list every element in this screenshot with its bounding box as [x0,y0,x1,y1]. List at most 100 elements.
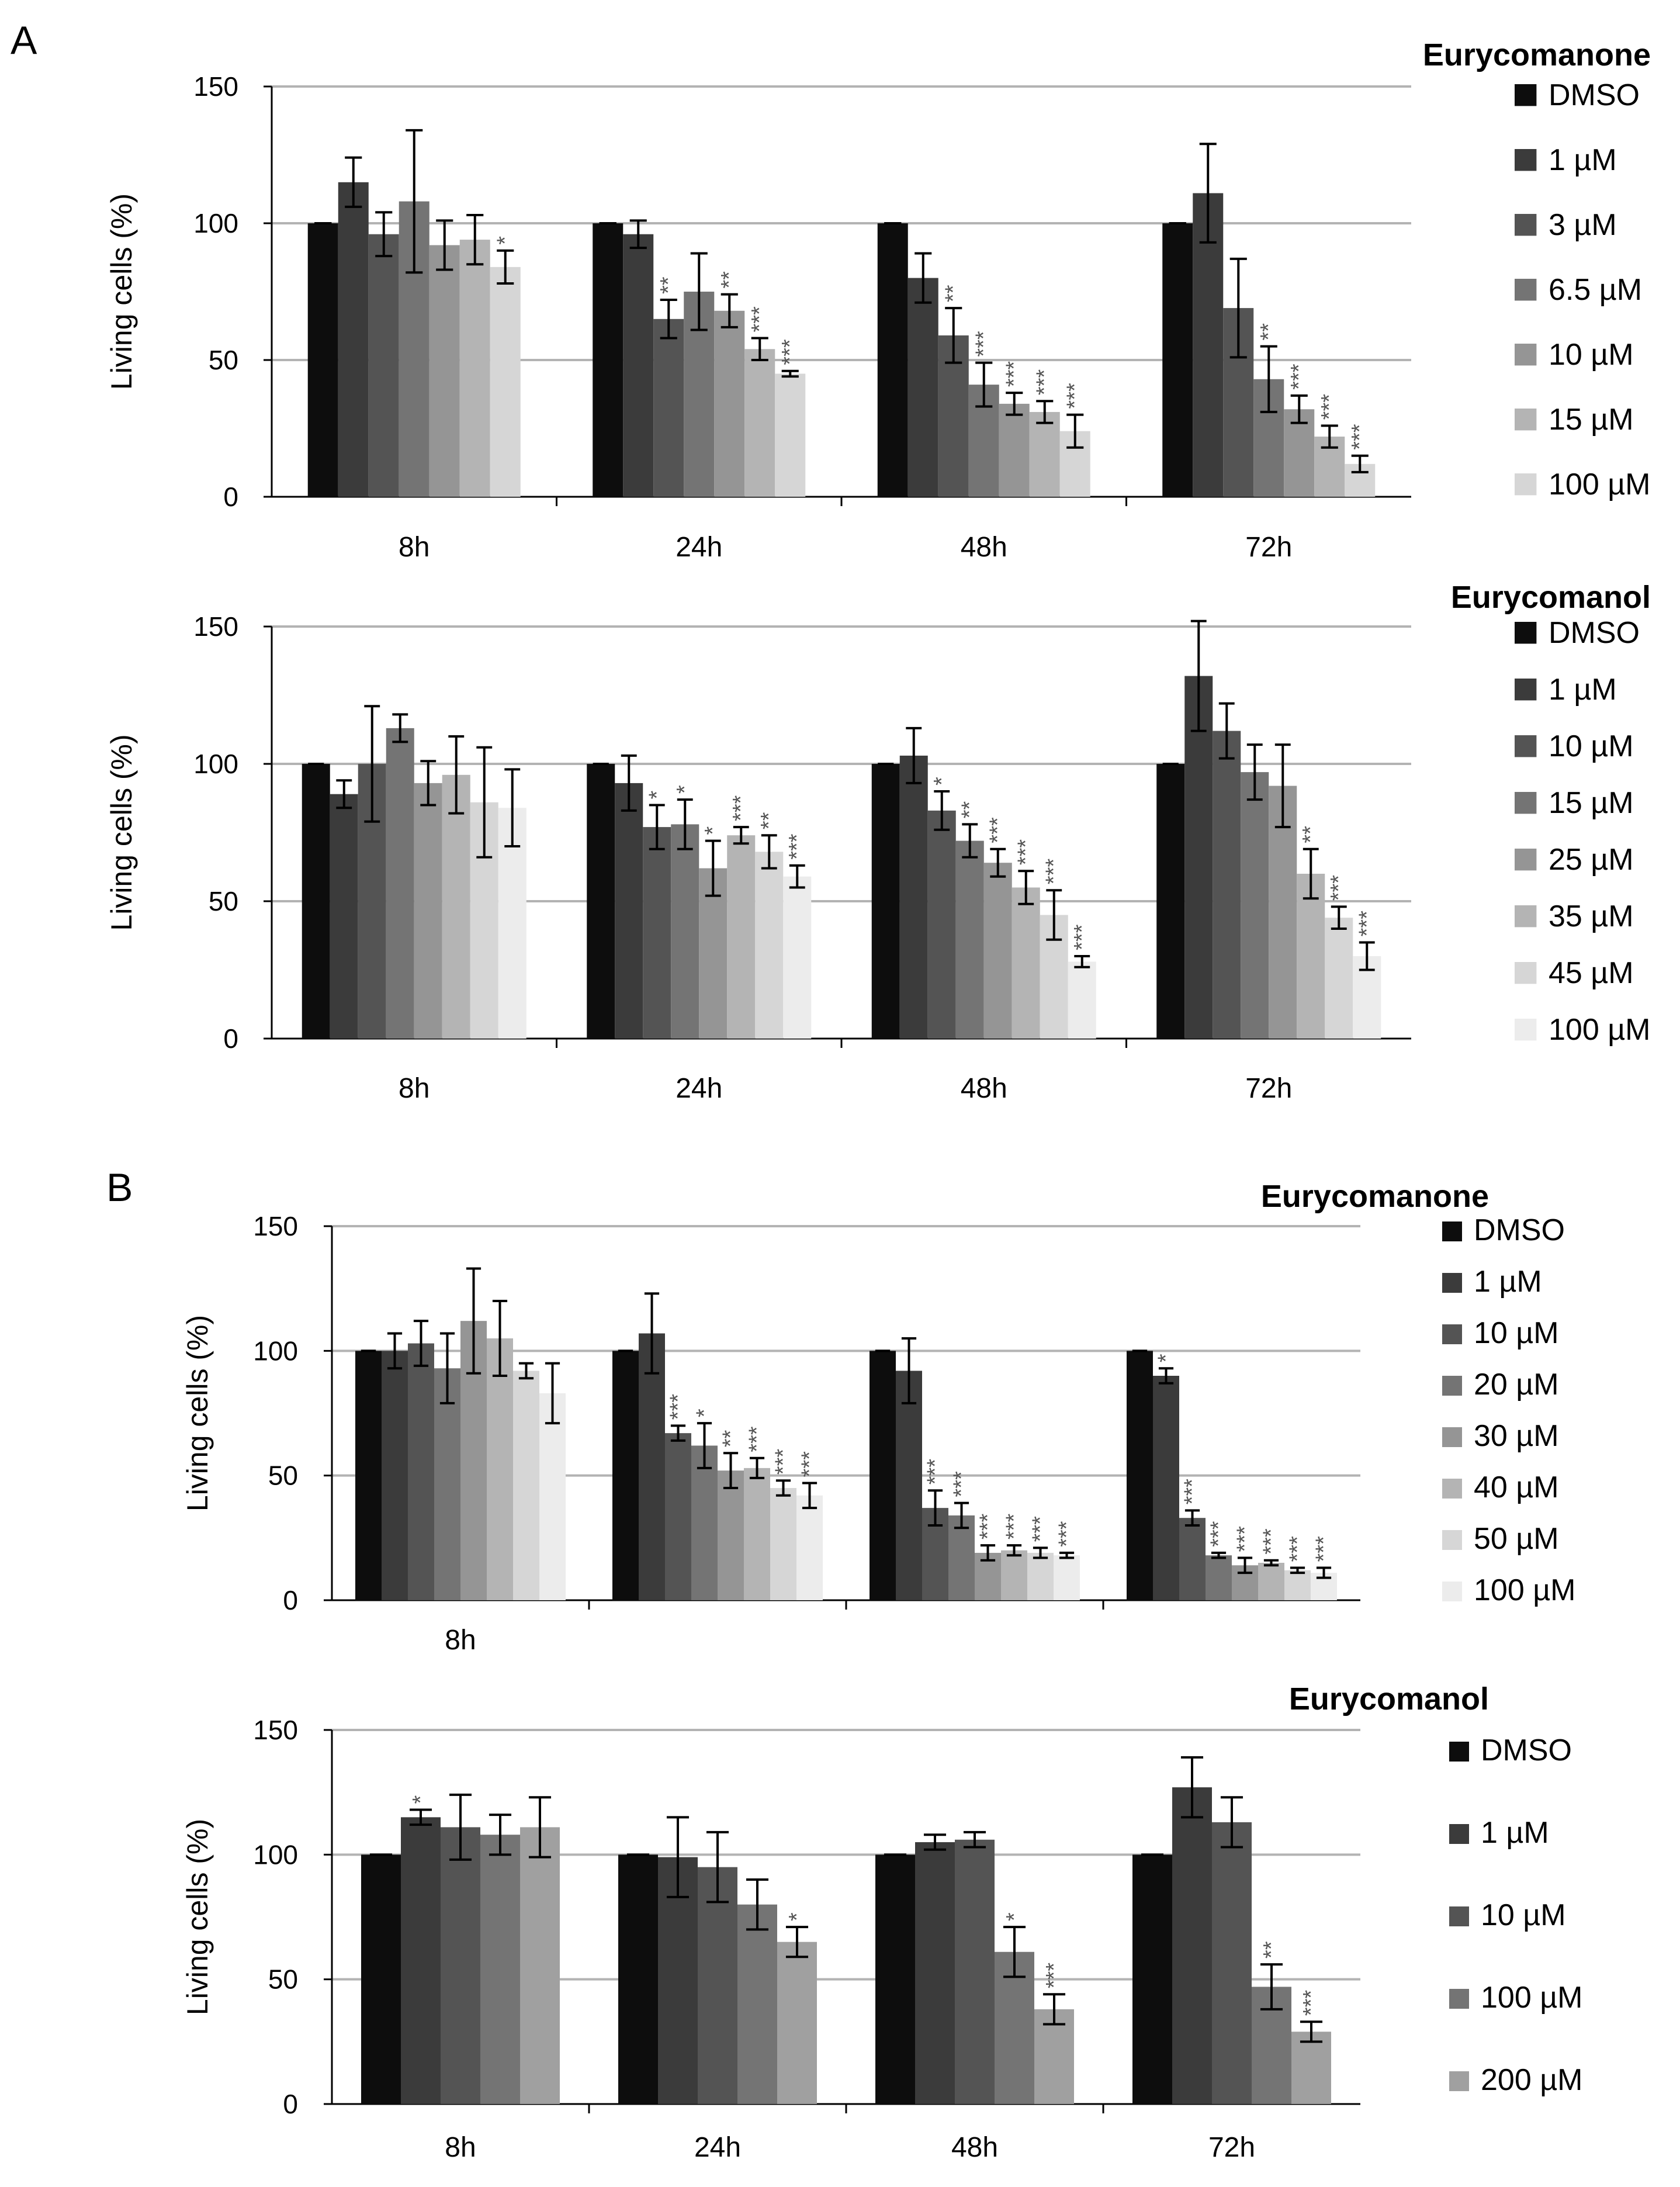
significance-marker: *** [1070,924,1094,950]
significance-marker: *** [1033,369,1057,396]
bar [1213,731,1241,1039]
legend-label: DMSO [1474,1213,1565,1247]
legend-swatch [1515,679,1537,701]
bar [587,764,615,1039]
chart-title: Eurycomanol [1289,1681,1489,1717]
legend-swatch [1515,409,1537,431]
significance-marker: *** [745,1426,770,1452]
legend-label: 35 µM [1549,899,1634,933]
significance-marker: *** [1299,1990,1324,2016]
bar [1184,676,1213,1039]
bar [927,810,956,1039]
legend-swatch [1442,1479,1462,1499]
bar [401,1817,441,2104]
significance-marker: *** [1286,1536,1310,1562]
bar [490,267,521,497]
y-axis-label: Living cells (%) [105,193,138,390]
bar [999,403,1030,497]
bar [755,852,784,1039]
bar [1001,1550,1027,1600]
significance-marker: *** [923,1459,948,1485]
bar [386,728,414,1039]
category-label: 24h [676,1073,722,1104]
legend-label: 15 µM [1549,786,1634,820]
significance-marker: *** [986,817,1010,843]
legend-swatch [1515,1019,1537,1041]
bar [783,876,812,1039]
bar [442,774,470,1039]
legend-swatch [1515,735,1537,757]
bar [718,1470,744,1600]
category-label: 8h [399,532,429,563]
bar [744,349,775,497]
bar [1258,1563,1284,1600]
bar [361,1854,401,2104]
bar [744,1468,770,1600]
bar [1027,1552,1054,1600]
significance-marker: *** [747,306,772,333]
bar [1212,1822,1252,2104]
bar [983,863,1012,1039]
legend-label: 1 µM [1481,1816,1549,1850]
bar [520,1827,560,2104]
panel-label-b: B [106,1165,133,1210]
bar [899,755,928,1039]
category-label: 8h [399,1073,429,1104]
bar [429,245,460,497]
legend-label: 10 µM [1549,729,1634,763]
significance-marker: * [930,777,954,785]
legend-label: 100 µM [1549,1013,1650,1047]
legend-label: 10 µM [1474,1316,1559,1350]
significance-marker: *** [1063,383,1087,409]
bar [770,1488,796,1600]
bar [338,182,369,497]
significance-marker: *** [798,1451,822,1477]
significance-marker: *** [1317,394,1342,420]
bar [368,234,399,497]
bar [639,1333,665,1600]
bar [775,373,806,497]
significance-marker: * [785,1912,809,1921]
legend-label: 1 µM [1549,143,1617,177]
chart-b-eurycomanol: 0 50 100 150 Living cells (%) Eurycomanol 8h * 2… [181,1681,1582,2163]
legend-label: 10 µM [1549,338,1634,372]
chart-title: Eurycomanol [1451,580,1651,615]
significance-marker: *** [1042,1963,1066,1989]
legend-label: 30 µM [1474,1419,1559,1453]
significance-marker: * [493,236,518,245]
y-tick-label: 50 [209,345,238,375]
legend-swatch [1442,1273,1462,1293]
y-tick-label: 100 [193,208,238,238]
y-tick-label: 150 [193,71,238,102]
bar [1179,1518,1206,1600]
bar [623,234,654,497]
legend-swatch [1442,1324,1462,1344]
bar [1054,1555,1080,1600]
bar [1172,1787,1212,2104]
legend-label: 6.5 µM [1549,273,1642,307]
legend-swatch [1449,1742,1469,1762]
bar [915,1842,955,2104]
bar [459,240,490,497]
bar [1241,772,1269,1039]
bar [907,278,938,497]
bar [307,223,338,497]
significance-marker: *** [1312,1536,1336,1562]
significance-marker: *** [1355,911,1379,937]
significance-marker: * [692,1409,717,1417]
legend-label: 200 µM [1481,2063,1582,2097]
legend-swatch [1515,962,1537,984]
bar [1029,411,1060,497]
bar [539,1393,566,1600]
significance-marker: ** [717,271,742,289]
significance-marker: ** [656,276,681,294]
y-tick-label: 0 [223,482,238,512]
significance-marker: *** [1028,1516,1053,1542]
bar [796,1495,823,1600]
legend-swatch [1515,622,1537,644]
y-tick-label: 100 [253,1839,298,1870]
legend-swatch [1442,1376,1462,1396]
significance-marker: ** [1256,323,1281,341]
significance-marker: *** [1002,1514,1027,1540]
significance-marker: ** [958,801,982,819]
